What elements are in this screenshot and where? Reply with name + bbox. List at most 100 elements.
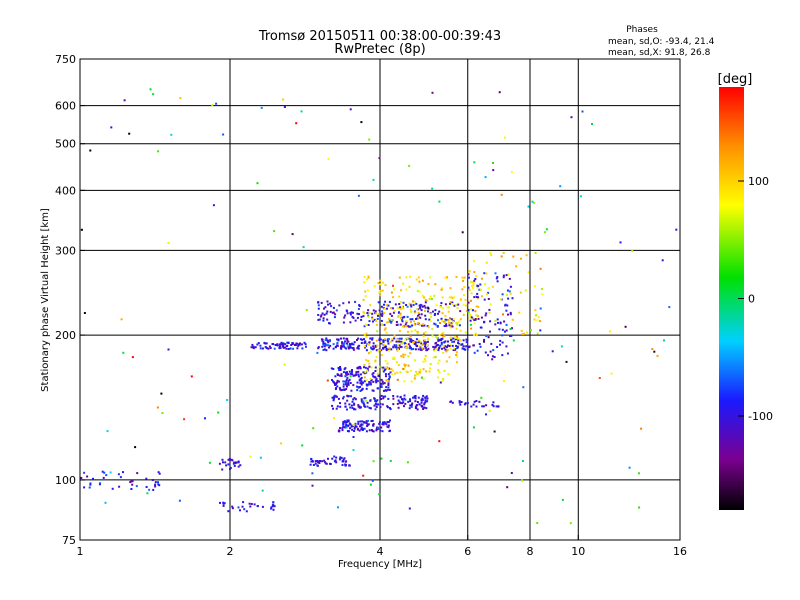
data-point [502, 380, 505, 383]
data-point [422, 360, 425, 363]
data-point [487, 298, 490, 300]
data-point [383, 382, 386, 385]
data-point [530, 329, 532, 332]
data-point [475, 405, 478, 408]
data-point [231, 507, 234, 510]
data-point [382, 347, 384, 350]
data-point [154, 485, 157, 488]
data-point [418, 280, 421, 283]
data-point [145, 477, 148, 480]
data-point [390, 320, 393, 323]
data-point [346, 312, 349, 315]
data-point [344, 383, 347, 386]
data-point [349, 375, 352, 378]
data-point [273, 505, 276, 508]
data-point [464, 331, 467, 334]
data-point [331, 404, 334, 407]
data-point [419, 307, 422, 310]
data-point [405, 288, 408, 291]
data-point [392, 403, 395, 406]
data-point [493, 356, 496, 358]
data-point [383, 323, 386, 326]
data-point [402, 324, 405, 327]
data-point [346, 419, 349, 422]
data-point [323, 345, 326, 348]
data-point [360, 426, 363, 429]
data-point [398, 337, 401, 340]
data-point [337, 339, 340, 342]
data-point [441, 379, 444, 382]
data-point [638, 472, 640, 475]
data-point [497, 405, 500, 408]
data-point [381, 367, 384, 369]
data-point [403, 363, 406, 366]
data-point [344, 367, 347, 370]
data-point [183, 418, 186, 421]
data-point [379, 402, 382, 405]
data-point [266, 347, 268, 350]
data-point [385, 331, 388, 334]
data-point [336, 379, 339, 382]
data-point [364, 290, 367, 293]
data-point [376, 344, 379, 347]
data-point [190, 375, 193, 378]
data-point [443, 369, 446, 372]
data-point [393, 356, 396, 359]
data-point [261, 489, 264, 492]
data-point [393, 358, 396, 360]
data-point [326, 344, 329, 347]
data-point [379, 279, 382, 282]
data-point [366, 423, 369, 426]
data-point [477, 315, 479, 317]
data-point [424, 360, 427, 363]
data-point [438, 371, 441, 374]
data-point [385, 386, 388, 389]
data-point [375, 381, 378, 384]
data-point [366, 312, 369, 314]
data-point [429, 276, 432, 279]
data-point [470, 315, 472, 318]
colorbar-tick-label: 100 [748, 175, 769, 188]
data-point [256, 505, 259, 507]
data-point [371, 348, 374, 351]
data-point [465, 338, 468, 341]
data-point [461, 347, 464, 350]
data-point [441, 296, 444, 299]
data-point [506, 289, 509, 292]
data-point [469, 299, 472, 302]
data-point [352, 398, 355, 401]
data-point [378, 422, 381, 425]
data-point [384, 368, 387, 371]
data-point [279, 347, 282, 349]
data-point [437, 319, 439, 322]
data-point [311, 460, 314, 462]
data-point [387, 373, 390, 376]
data-point [475, 296, 478, 298]
data-point [396, 378, 399, 381]
data-point [425, 395, 428, 398]
data-point [342, 423, 345, 426]
data-point [345, 373, 348, 376]
data-point [357, 366, 360, 369]
data-point [456, 323, 459, 326]
data-point [459, 329, 462, 332]
data-point [227, 510, 230, 513]
data-point [467, 311, 470, 314]
data-point [345, 463, 347, 466]
data-point [461, 343, 464, 346]
data-point [208, 461, 211, 464]
data-point [360, 315, 363, 318]
data-point [471, 286, 474, 289]
data-point [387, 386, 390, 389]
data-point [509, 285, 512, 288]
data-point [425, 407, 428, 410]
data-point [518, 311, 521, 314]
data-point [472, 426, 475, 429]
data-point [385, 379, 388, 382]
data-point [368, 365, 371, 368]
data-point [418, 313, 421, 316]
data-point [122, 471, 124, 474]
data-point [284, 343, 287, 346]
data-point [364, 371, 367, 374]
data-point [379, 294, 381, 297]
